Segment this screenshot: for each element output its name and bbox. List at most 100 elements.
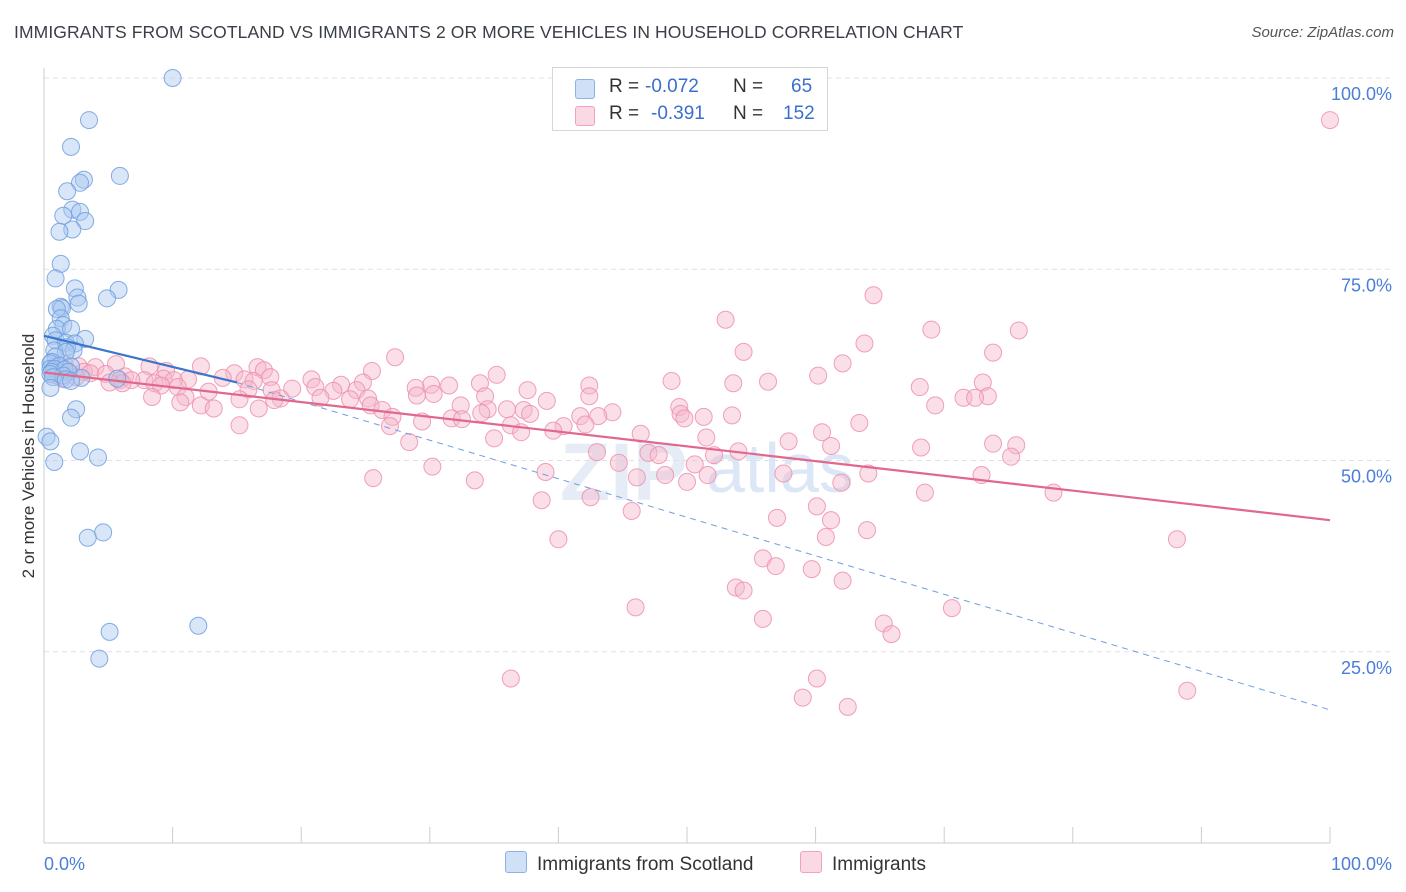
data-point — [859, 464, 878, 483]
data-point — [311, 388, 330, 407]
data-point — [587, 443, 606, 462]
data-point — [581, 488, 600, 507]
data-point — [1007, 436, 1026, 455]
data-point — [41, 432, 60, 451]
data-point — [675, 409, 694, 428]
series-immigrants — [45, 111, 1339, 716]
data-point — [46, 269, 65, 288]
data-point — [108, 369, 127, 388]
data-point — [76, 212, 95, 231]
data-point — [380, 417, 399, 436]
data-point — [364, 469, 383, 488]
data-point — [47, 300, 66, 319]
data-point — [386, 348, 405, 367]
data-point — [80, 111, 99, 130]
data-point — [485, 429, 504, 448]
data-point — [306, 378, 325, 397]
data-point — [589, 407, 608, 426]
data-point — [779, 432, 798, 451]
trend-line-scotland — [43, 334, 238, 384]
legend-n-value: 152 — [783, 103, 815, 124]
bottom-legend-scotland: Immigrants from Scotland — [505, 851, 753, 876]
data-point — [359, 389, 378, 408]
data-point — [670, 397, 689, 416]
grid-lines — [44, 77, 1392, 653]
data-point — [78, 528, 97, 547]
data-point — [353, 373, 372, 392]
data-point — [698, 466, 717, 485]
data-point — [440, 376, 459, 395]
data-point — [966, 388, 985, 407]
legend-n-label: N = — [733, 76, 764, 97]
data-point — [984, 343, 1003, 362]
data-point — [143, 388, 162, 407]
x-tick-label: 0.0% — [44, 854, 85, 874]
data-point — [855, 334, 874, 353]
data-point — [406, 378, 425, 397]
data-point — [662, 371, 681, 390]
data-point — [807, 669, 826, 688]
data-point — [71, 173, 90, 192]
data-point — [71, 442, 90, 461]
data-point — [716, 310, 735, 329]
data-point — [98, 289, 117, 308]
data-point — [816, 528, 835, 546]
data-point — [622, 501, 641, 520]
data-point — [832, 473, 851, 492]
data-point — [90, 649, 109, 668]
y-tick-label: 75.0% — [1341, 275, 1392, 295]
data-point — [685, 455, 704, 474]
data-point — [521, 404, 540, 423]
data-point — [723, 406, 742, 425]
data-point — [678, 472, 696, 491]
bottom-legend-label-scotland: Immigrants from Scotland — [537, 854, 754, 875]
data-point — [576, 415, 595, 434]
data-point — [882, 625, 901, 644]
data-points — [37, 69, 1339, 716]
data-point — [341, 390, 360, 409]
data-point — [536, 462, 555, 481]
data-point — [230, 416, 249, 435]
data-point — [571, 407, 590, 426]
data-point — [973, 373, 992, 392]
data-point — [656, 466, 675, 485]
data-point — [759, 372, 778, 391]
data-point — [580, 376, 599, 395]
data-point — [694, 407, 713, 426]
correlation-legend: R = -0.072 N = 65 R = -0.391 N = 152 — [552, 67, 828, 131]
data-point — [465, 471, 484, 490]
data-point — [912, 438, 931, 457]
data-point — [822, 511, 841, 530]
data-point — [100, 622, 119, 641]
data-point — [532, 491, 551, 510]
data-point — [549, 530, 568, 549]
x-tick-label: 100.0% — [1331, 854, 1392, 874]
bottom-legend-swatch-scotland — [505, 851, 527, 873]
data-point — [487, 365, 506, 384]
data-point — [580, 387, 599, 406]
data-point — [472, 404, 491, 423]
data-point — [407, 386, 426, 405]
data-point — [94, 523, 113, 542]
data-point — [50, 222, 69, 241]
data-point — [283, 379, 302, 398]
y-tick-label: 25.0% — [1341, 658, 1392, 678]
data-point — [76, 329, 95, 348]
data-point — [400, 433, 419, 452]
trend-lines — [43, 334, 1331, 711]
data-point — [724, 374, 743, 393]
data-point — [62, 319, 81, 338]
data-point — [537, 391, 556, 410]
data-point — [497, 400, 516, 419]
bottom-legend-immigrants: Immigrants — [800, 851, 926, 876]
data-point — [244, 371, 263, 390]
legend-n-value: 65 — [791, 76, 813, 97]
data-point — [71, 202, 90, 221]
data-point — [774, 464, 793, 483]
data-point — [753, 609, 772, 628]
data-point — [518, 381, 537, 400]
watermark: ZIP — [560, 427, 688, 518]
data-point — [838, 697, 857, 716]
data-point — [627, 468, 646, 487]
